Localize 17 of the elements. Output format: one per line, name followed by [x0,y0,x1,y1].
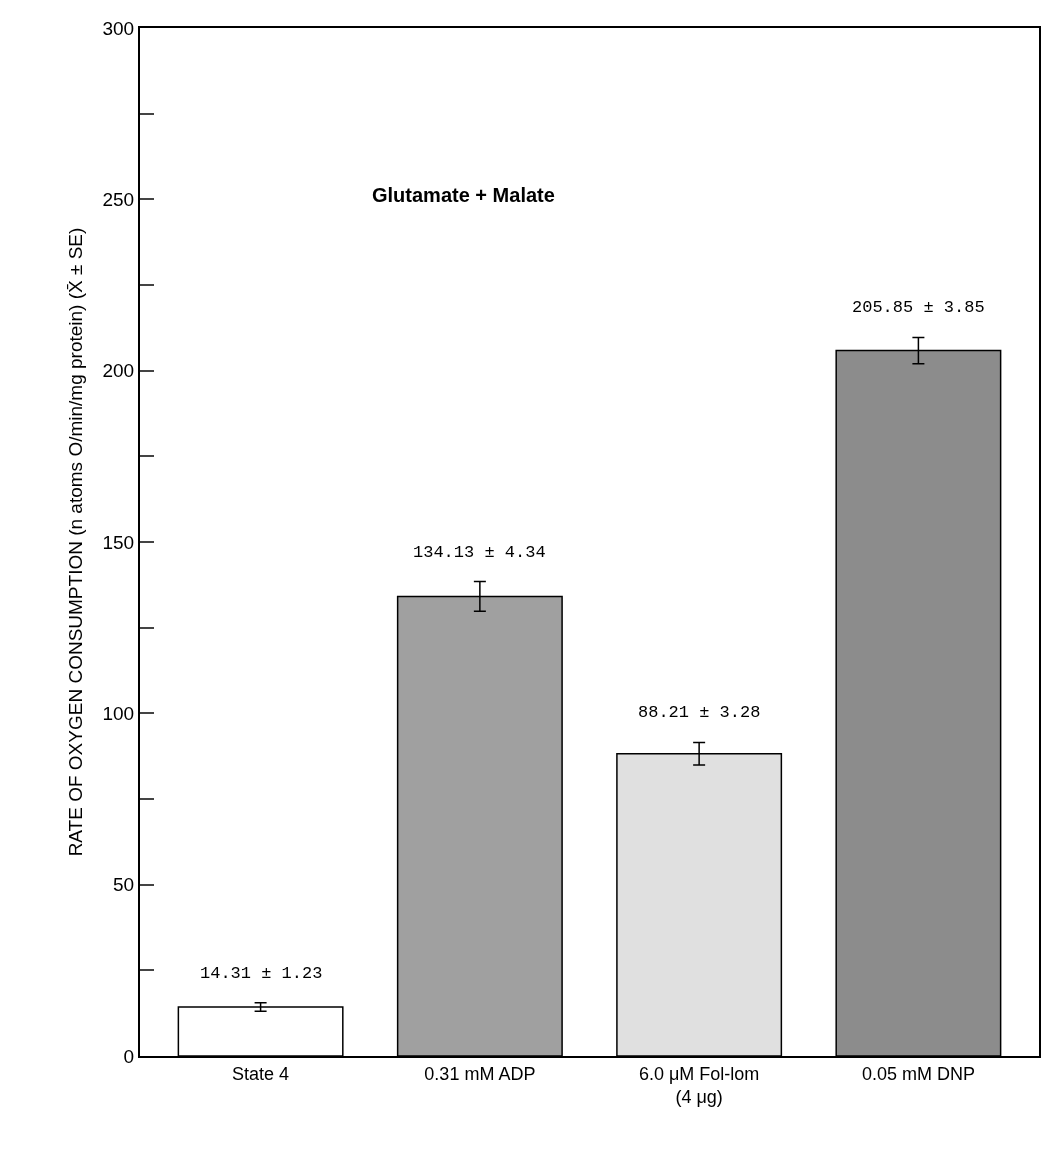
y-tick-label: 200 [102,360,135,382]
text: Glutamate + Malate [372,184,555,206]
x-tick-label: State 4 [232,1063,290,1084]
x-tick-label: 6.0 μM Fol-lom (4 μg) [638,1063,760,1107]
y-tick-label: 50 [113,874,135,896]
data-label: 88.21 ± 3.28 [638,703,761,722]
x-tick-label: 0.05 mM DNP [861,1063,975,1084]
data-label: 14.31 ± 1.23 [200,964,323,983]
data-label: 134.13 ± 4.34 [413,543,546,562]
data-label: 205.85 ± 3.85 [852,298,985,317]
y-tick-label: 150 [102,531,135,553]
y-axis-title: RATE OF OXYGEN CONSUMPTION (n atoms O/min/mg protein) (X̄ ± SE) [64,227,86,857]
x-tick-label: 0.31 mM ADP [424,1063,536,1084]
y-tick-label: 0 [123,1045,135,1067]
y-tick-label: 100 [102,702,135,724]
y-tick-label: 300 [102,17,135,39]
y-tick-label: 250 [102,188,135,210]
